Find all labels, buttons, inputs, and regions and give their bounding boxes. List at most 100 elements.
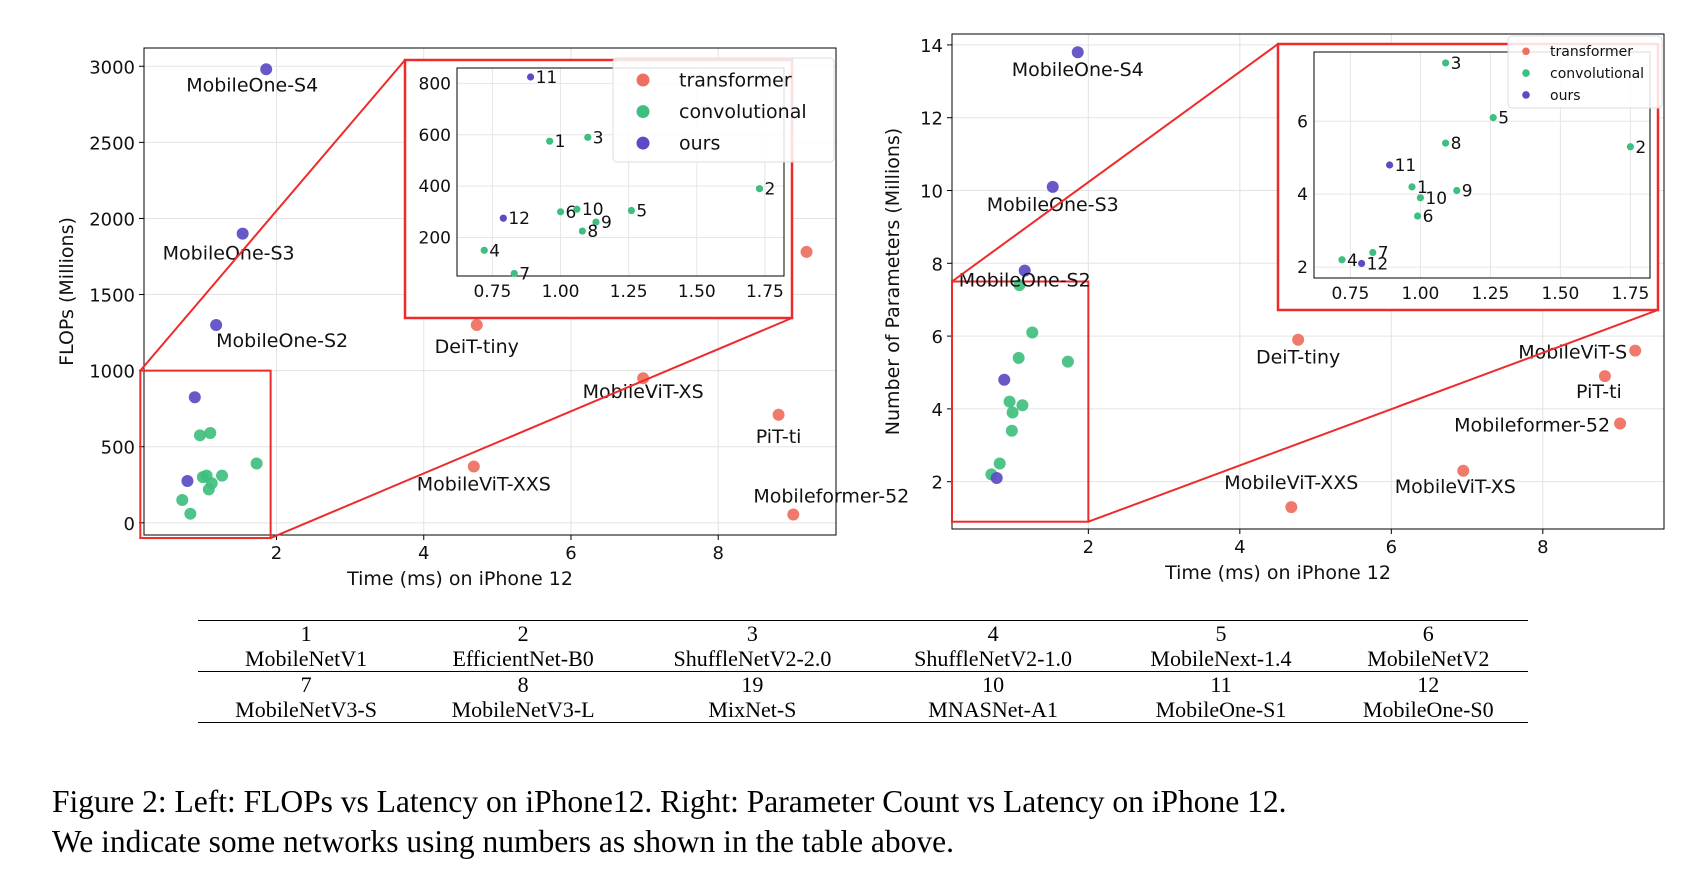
y-axis-label: Number of Parameters (Millions) <box>882 128 904 435</box>
inset-point-label: 9 <box>1462 182 1473 202</box>
inset-point <box>578 227 586 235</box>
convolutional-point <box>184 507 197 520</box>
inset-y-tick-label: 2 <box>1297 258 1308 278</box>
inset-point-label: 11 <box>536 68 558 88</box>
legend-box <box>612 57 835 163</box>
transformer-point <box>1614 417 1627 430</box>
transformer-point <box>800 245 813 258</box>
table-cell: 1 <box>300 621 312 646</box>
inset-point <box>755 185 764 193</box>
table-cell: MobileNetV3-L <box>451 697 595 722</box>
inset-point-label: 8 <box>1451 134 1462 154</box>
table-cell: EfficientNet-B0 <box>414 646 633 672</box>
convolutional-point <box>1003 395 1016 408</box>
inset-x-tick-label: 1.75 <box>1611 284 1649 304</box>
x-axis-label: Time (ms) on iPhone 12 <box>346 568 573 590</box>
inset-x-tick-label: 1.25 <box>610 282 648 302</box>
point-label: MobileOne-S4 <box>1012 59 1144 81</box>
inset-point-label: 6 <box>1423 207 1434 227</box>
table-index-row: 7 8 19 10 11 12 <box>198 672 1528 698</box>
ours-point <box>188 391 201 404</box>
convolutional-point <box>1061 355 1074 368</box>
table-cell: MNASNet-A1 <box>928 697 1058 722</box>
point-label: MobileViT-XS <box>1395 476 1516 498</box>
inset-point <box>546 137 554 145</box>
inset-point-label: 2 <box>1635 138 1646 158</box>
table-cell: MobileOne-S0 <box>1362 697 1494 722</box>
table-name-row: MobileNetV1 EfficientNet-B0 ShuffleNetV2-2… <box>198 646 1528 672</box>
x-tick-label: 2 <box>1083 537 1094 558</box>
caption-line-1: Figure 2: Left: FLOPs vs Latency on iPho… <box>52 784 1287 819</box>
y-tick-label: 2500 <box>89 133 135 154</box>
inset-x-tick-label: 1.00 <box>1401 284 1439 304</box>
ours-point <box>990 472 1003 485</box>
x-tick-label: 4 <box>1234 537 1245 558</box>
inset-y-tick-label: 6 <box>1297 112 1308 132</box>
x-tick-label: 6 <box>1386 537 1397 558</box>
inset-point-label: 4 <box>489 241 500 261</box>
inset-point <box>1369 248 1377 257</box>
ours-point <box>181 474 194 487</box>
table-cell: MobileOne-S1 <box>1155 697 1287 722</box>
inset-point-label: 9 <box>601 213 612 233</box>
transformer-point <box>787 508 800 521</box>
inset-point-label: 2 <box>764 180 775 200</box>
ours-point <box>1018 264 1031 277</box>
transformer-point <box>1629 344 1642 357</box>
convolutional-point <box>1026 326 1039 339</box>
legend-label: transformer <box>679 70 792 92</box>
x-tick-label: 2 <box>271 543 282 564</box>
convolutional-point <box>1016 399 1029 412</box>
convolutional-point <box>1012 351 1025 364</box>
inset-point-label: 7 <box>519 264 530 284</box>
inset-y-tick-label: 4 <box>1297 185 1308 205</box>
network-index-table: 1 2 3 4 5 6 MobileNetV1 EfficientNet-B0 ShuffleN… <box>198 620 1528 723</box>
ours-point <box>1046 180 1059 193</box>
inset-point <box>1338 256 1346 264</box>
y-tick-label: 1500 <box>89 286 135 307</box>
inset-point <box>480 246 488 254</box>
transformer-point <box>772 408 785 421</box>
table-cell: ShuffleNetV2-2.0 <box>632 646 873 672</box>
legend-label: transformer <box>1550 44 1633 60</box>
transformer-point <box>1457 464 1470 477</box>
inset-x-tick-label: 0.75 <box>1331 284 1369 304</box>
convolutional-point <box>205 477 218 490</box>
table-cell: MobileNetV3-S <box>235 697 377 722</box>
table-cell: 7 <box>300 672 312 697</box>
table-cell: 3 <box>746 621 758 646</box>
point-label: MobileViT-XXS <box>417 474 551 496</box>
x-tick-label: 8 <box>712 543 723 564</box>
y-tick-label: 4 <box>932 400 943 421</box>
x-axis-label: Time (ms) on iPhone 12 <box>1164 562 1391 584</box>
inset-point-label: 1 <box>555 132 566 152</box>
convolutional-point <box>250 457 263 470</box>
ours-point <box>210 318 223 331</box>
legend: transformer convolutional ours <box>612 57 835 163</box>
y-tick-label: 2000 <box>89 209 135 230</box>
legend-label: ours <box>1550 88 1581 104</box>
zoom-region-box <box>139 369 272 540</box>
zoom-connector-line <box>139 59 406 372</box>
inset-point-label: 1 <box>1417 178 1428 198</box>
inset-y-tick-label: 800 <box>419 74 451 94</box>
inset-y-tick-label: 400 <box>419 177 451 197</box>
point-label: MobileOne-S3 <box>163 243 295 265</box>
point-label: MobileOne-S4 <box>186 74 318 96</box>
table-cell: 10 <box>982 672 1005 697</box>
ours-point <box>260 63 273 76</box>
table-cell: MobileNext-1.4 <box>1113 646 1329 672</box>
inset-point-label: 6 <box>566 203 577 223</box>
table-cell: 5 <box>1215 621 1227 646</box>
table-cell: 11 <box>1210 672 1232 697</box>
inset-point-label: 11 <box>1395 156 1417 176</box>
point-label: PiT-ti <box>1576 381 1622 403</box>
table-cell: 19 <box>741 672 764 697</box>
legend-marker <box>636 73 650 87</box>
zoom-connector-line <box>270 317 793 539</box>
inset-point <box>1408 183 1416 191</box>
inset-point <box>1442 59 1450 67</box>
inset-point-label: 10 <box>582 200 604 220</box>
y-tick-label: 500 <box>101 438 135 459</box>
legend-box <box>1507 35 1663 109</box>
